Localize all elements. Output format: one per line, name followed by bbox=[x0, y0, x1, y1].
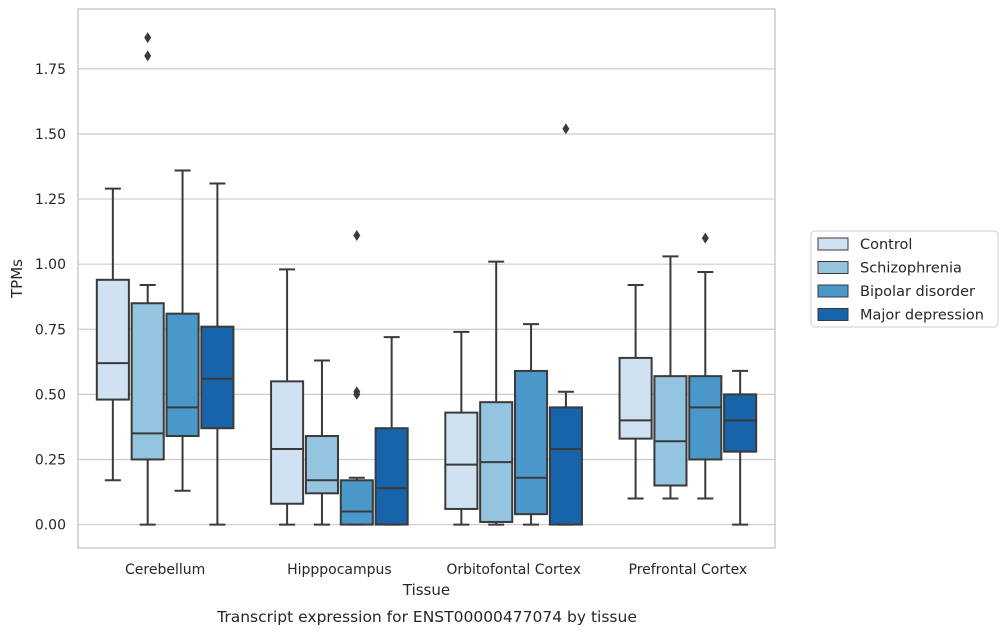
y-tick-label: 1.00 bbox=[35, 257, 66, 273]
axes-frame bbox=[77, 8, 776, 549]
y-tick-label: 0.25 bbox=[35, 452, 66, 468]
outlier-point bbox=[562, 123, 570, 135]
iqr-box bbox=[548, 406, 583, 526]
box-major-depression-2 bbox=[548, 123, 583, 526]
box-major-depression-1 bbox=[374, 336, 409, 526]
y-tick-label: 0.75 bbox=[35, 322, 66, 338]
iqr-box bbox=[653, 375, 688, 487]
legend-swatch bbox=[817, 308, 849, 321]
iqr-box bbox=[618, 356, 653, 440]
outlier-point bbox=[353, 230, 361, 242]
iqr-box bbox=[688, 375, 723, 461]
box-bipolar-disorder-1 bbox=[339, 230, 374, 526]
y-tick-label: 1.25 bbox=[35, 192, 66, 208]
iqr-box bbox=[374, 427, 409, 526]
y-tick-label: 1.75 bbox=[35, 62, 66, 78]
legend: Control Schizophrenia Bipolar disorder Majo… bbox=[810, 230, 999, 328]
box-schizophrenia-3 bbox=[653, 255, 688, 500]
box-schizophrenia-2 bbox=[479, 260, 514, 526]
box-schizophrenia-1 bbox=[304, 359, 339, 526]
box-bipolar-disorder-0 bbox=[165, 169, 200, 492]
box-control-1 bbox=[270, 268, 305, 526]
box-control-0 bbox=[95, 187, 130, 482]
box-control-3 bbox=[618, 284, 653, 500]
iqr-box bbox=[444, 411, 479, 510]
outlier-point bbox=[701, 232, 709, 244]
x-tick-label: Cerebellum bbox=[125, 562, 205, 578]
outlier-point bbox=[353, 386, 361, 398]
iqr-box bbox=[200, 325, 235, 430]
legend-label: Control bbox=[860, 237, 912, 253]
x-tick-label: Hipppocampus bbox=[287, 562, 392, 578]
box-schizophrenia-0 bbox=[130, 32, 165, 526]
plot-area bbox=[95, 32, 758, 526]
x-tick-label: Orbitofontal Cortex bbox=[446, 562, 581, 578]
x-tick-label: Prefrontal Cortex bbox=[629, 562, 748, 578]
legend-swatch bbox=[817, 237, 849, 251]
iqr-box bbox=[95, 278, 130, 401]
iqr-box bbox=[165, 312, 200, 438]
iqr-box bbox=[339, 479, 374, 526]
outlier-point bbox=[144, 32, 152, 44]
box-major-depression-3 bbox=[723, 369, 758, 526]
y-tick-label: 1.50 bbox=[35, 127, 66, 143]
box-bipolar-disorder-3 bbox=[688, 232, 723, 500]
box-control-2 bbox=[444, 330, 479, 526]
box-major-depression-0 bbox=[200, 182, 235, 526]
y-tick-labels: 0.00 0.25 0.50 0.75 1.00 1.25 1.50 1.75 bbox=[35, 62, 66, 534]
legend-swatch bbox=[817, 261, 849, 274]
iqr-box bbox=[270, 380, 305, 505]
outlier-point bbox=[144, 50, 152, 62]
legend-frame bbox=[810, 230, 999, 328]
x-axis-label: Tissue bbox=[402, 581, 450, 599]
iqr-box bbox=[304, 435, 339, 495]
iqr-box bbox=[130, 302, 165, 461]
box-bipolar-disorder-2 bbox=[514, 323, 549, 526]
iqr-box bbox=[514, 369, 549, 516]
legend-label: Major depression bbox=[860, 308, 984, 324]
chart-caption: Transcript expression for ENST0000047707… bbox=[216, 608, 637, 626]
iqr-box bbox=[723, 393, 758, 453]
y-tick-label: 0.00 bbox=[35, 518, 66, 534]
legend-label: Schizophrenia bbox=[860, 261, 962, 277]
x-tick-labels: Cerebellum Hipppocampus Orbitofontal Corte… bbox=[125, 562, 747, 578]
legend-label: Bipolar disorder bbox=[860, 284, 975, 300]
y-axis-label: TPMs bbox=[8, 259, 26, 299]
y-tick-label: 0.50 bbox=[35, 387, 66, 403]
legend-swatch bbox=[817, 284, 849, 298]
